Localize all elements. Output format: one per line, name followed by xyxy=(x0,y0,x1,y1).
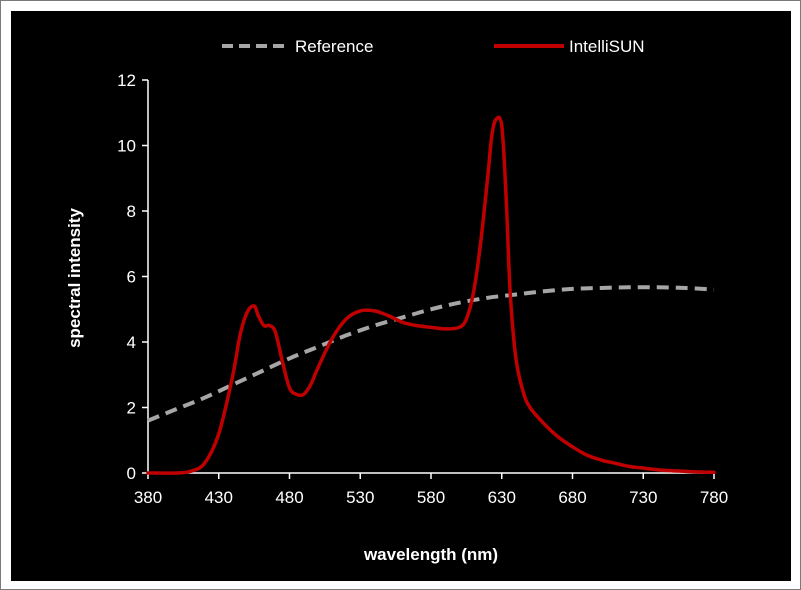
y-tick-label: 6 xyxy=(127,268,136,287)
y-tick-label: 2 xyxy=(127,399,136,418)
chart-background xyxy=(11,11,791,581)
legend-label-reference: Reference xyxy=(295,37,373,56)
x-tick-label: 430 xyxy=(205,488,233,507)
x-tick-label: 530 xyxy=(346,488,374,507)
series-line-intellisun xyxy=(146,115,716,475)
x-tick-label: 630 xyxy=(488,488,516,507)
x-tick-label: 780 xyxy=(700,488,728,507)
x-tick-label: 730 xyxy=(629,488,657,507)
legend-label-intellisun: IntelliSUN xyxy=(569,37,645,56)
x-tick-label: 480 xyxy=(275,488,303,507)
axes: 0 2 4 6 8 10 12 380 430 480 530 580 630 680 730 780 xyxy=(117,71,728,507)
y-tick-label: 10 xyxy=(117,137,136,156)
y-tick-label: 4 xyxy=(127,333,136,352)
series-line-reference xyxy=(147,285,715,423)
x-tick-label: 580 xyxy=(417,488,445,507)
y-tick-label: 8 xyxy=(127,202,136,221)
x-axis-title: wavelength (nm) xyxy=(363,545,498,564)
legend: Reference IntelliSUN xyxy=(222,37,645,56)
y-tick-label: 0 xyxy=(127,464,136,483)
x-tick-label: 380 xyxy=(134,488,162,507)
x-tick-label: 680 xyxy=(558,488,586,507)
series-layer xyxy=(146,115,716,475)
y-tick-label: 12 xyxy=(117,71,136,90)
y-axis-title: spectral intensity xyxy=(65,208,84,348)
